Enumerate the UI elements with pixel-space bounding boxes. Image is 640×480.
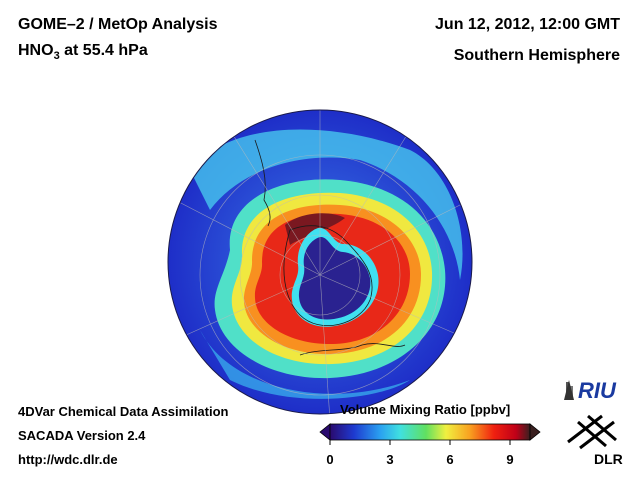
graticule — [174, 110, 471, 414]
south-america-coastline — [254, 139, 271, 227]
dlr-logo: DLR — [567, 414, 623, 467]
colorbar-tick-3: 3 — [386, 452, 394, 467]
colorbar-tick-6: 6 — [446, 452, 454, 467]
globe — [168, 110, 472, 414]
colorbar — [319, 423, 541, 445]
vortex-core — [298, 236, 371, 320]
title-line2: HNO3 at 55.4 hPa — [18, 42, 148, 62]
datetime-label: Jun 12, 2012, 12:00 GMT — [435, 16, 620, 33]
title-line1: GOME–2 / MetOp Analysis — [18, 16, 218, 33]
level-label: at 55.4 hPa — [59, 42, 148, 59]
species-label: HNO — [18, 42, 54, 59]
footer-url: http://wdc.dlr.de — [18, 452, 118, 467]
colorbar-tick-9: 9 — [506, 452, 514, 467]
svg-text:DLR: DLR — [594, 451, 623, 467]
colorbar-title: Volume Mixing Ratio [ppbv] — [340, 402, 511, 417]
region-label: Southern Hemisphere — [453, 47, 620, 64]
colorbar-tick-0: 0 — [326, 452, 334, 467]
footer-assimilation: 4DVar Chemical Data Assimilation — [18, 404, 229, 419]
species-subscript: 3 — [53, 50, 60, 63]
footer-version: SACADA Version 2.4 — [18, 428, 146, 443]
svg-text:RIU: RIU — [578, 378, 617, 403]
antarctica-coastline — [283, 225, 373, 326]
riu-logo: RIU — [564, 378, 617, 403]
outer-band — [190, 129, 463, 280]
